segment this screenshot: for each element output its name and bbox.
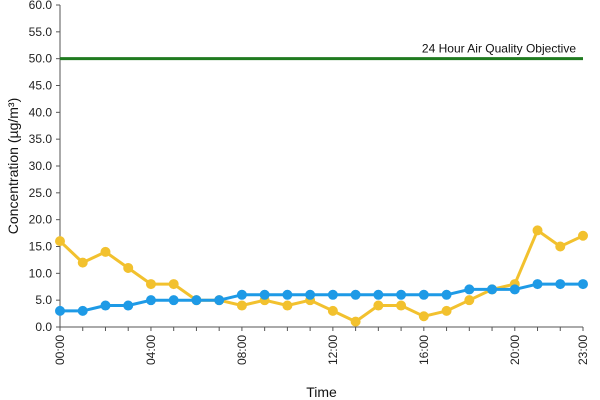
y-tick-label: 15.0 <box>29 240 53 254</box>
y-tick-label: 30.0 <box>29 159 53 173</box>
x-tick-label: 20:00 <box>508 335 522 365</box>
series-2-point <box>441 289 452 300</box>
series-1-point <box>145 279 156 290</box>
series-2-point <box>350 289 361 300</box>
series-2-point <box>259 289 270 300</box>
series-2-point <box>77 305 88 316</box>
y-tick-label: 50.0 <box>29 52 53 66</box>
x-tick-label: 04:00 <box>144 335 158 365</box>
x-tick-label: 00:00 <box>53 335 67 365</box>
series-1-point <box>532 225 543 236</box>
series-1-point <box>123 262 134 273</box>
objective-line-group: 24 Hour Air Quality Objective <box>60 42 583 61</box>
x-tick-label: 12:00 <box>326 335 340 365</box>
x-tick-label: 08:00 <box>235 335 249 365</box>
y-axis-title: Concentration (µg/m³) <box>5 98 21 234</box>
series-1-point <box>168 279 179 290</box>
y-tick-label: 25.0 <box>29 186 53 200</box>
y-tick-label: 40.0 <box>29 105 53 119</box>
series-2-point <box>487 284 498 295</box>
series-1-point <box>555 241 566 252</box>
series-1-point <box>282 300 293 311</box>
y-tick-label: 20.0 <box>29 213 53 227</box>
series-2-point <box>282 289 293 300</box>
series-2-point <box>464 284 475 295</box>
series-2-point <box>191 295 202 306</box>
series-1-point <box>418 311 429 322</box>
x-axis-title: Time <box>306 384 337 400</box>
series-1-point <box>464 295 475 306</box>
y-tick-label: 60.0 <box>29 0 53 12</box>
series-2-point <box>214 295 225 306</box>
series-2-point <box>555 279 566 290</box>
series-1-line <box>58 228 584 324</box>
series-1-point <box>578 230 588 241</box>
series-2-point <box>578 279 588 290</box>
series-1-point <box>441 305 452 316</box>
x-tick-label: 16:00 <box>417 335 431 365</box>
y-tick-label: 45.0 <box>29 79 53 93</box>
series-2-point <box>123 300 134 311</box>
objective-label: 24 Hour Air Quality Objective <box>422 42 576 56</box>
series-1-point <box>55 236 65 247</box>
series-2-point <box>509 284 520 295</box>
series-1-point <box>350 316 361 327</box>
series-2-point <box>168 295 179 306</box>
series-group <box>55 225 588 327</box>
x-tick-label: 23:00 <box>576 335 590 365</box>
series-1-point <box>77 257 88 268</box>
series-2-point <box>396 289 407 300</box>
series-2-point <box>532 279 543 290</box>
series-2-point <box>327 289 338 300</box>
series-2-point <box>305 289 316 300</box>
y-tick-label: 55.0 <box>29 25 53 39</box>
series-1-point <box>373 300 384 311</box>
series-2-point <box>100 300 111 311</box>
series-1-point <box>396 300 407 311</box>
y-tick-label: 5.0 <box>35 293 52 307</box>
series-2-point <box>236 289 247 300</box>
series-2-point <box>418 289 429 300</box>
y-tick-label: 35.0 <box>29 132 53 146</box>
series-2-point <box>145 295 156 306</box>
y-tick-label: 0.0 <box>35 320 52 334</box>
series-2-point <box>373 289 384 300</box>
y-tick-label: 10.0 <box>29 266 53 280</box>
series-1-point <box>236 300 247 311</box>
series-1-point <box>100 246 111 257</box>
axes: 0.0 5.0 10.0 15.0 20.0 25.0 30.0 35.0 40.0 45.0 50… <box>29 0 590 365</box>
series-2-point <box>55 305 65 316</box>
series-1-point <box>327 305 338 316</box>
